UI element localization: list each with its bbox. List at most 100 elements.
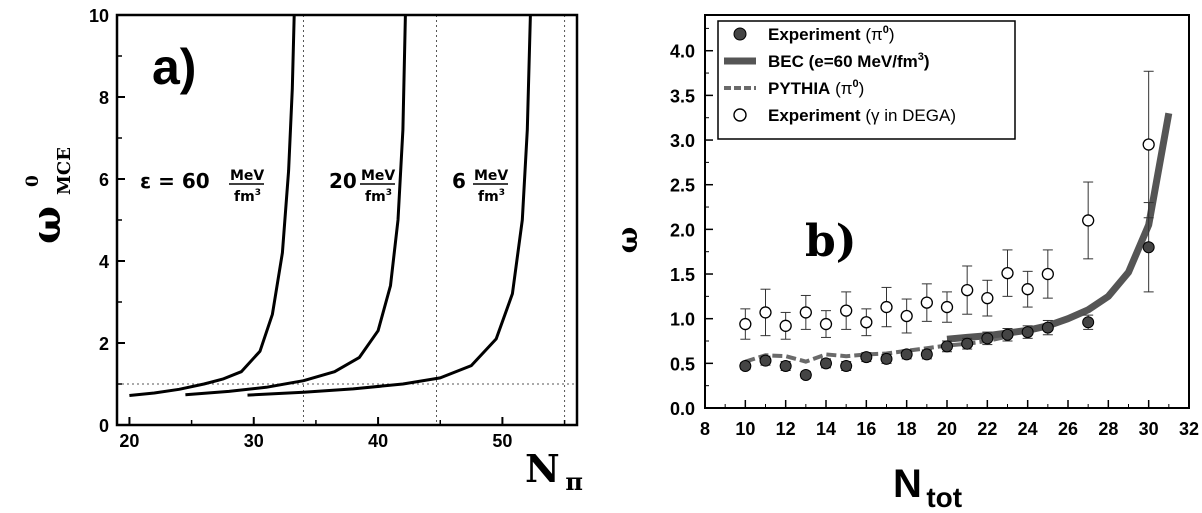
b-legend-sym-exp-pi0 [733,27,747,41]
svg-text:ω: ω [23,206,70,244]
a-y-tick-label-6: 6 [99,170,109,190]
b-y-tick-label-1.5: 1.5 [670,265,695,285]
a-y-axis-label-sub: MCE [54,147,75,195]
b-y-tick-label-0.5: 0.5 [670,354,695,374]
b-x-tick-label-16: 16 [856,419,876,439]
b-gamma-point [779,319,792,332]
b-x-tick-label-18: 18 [897,419,917,439]
b-legend-label-1-name: BEC (e=60 MeV/fm [768,52,918,71]
a-curve-label-60-den: fm3 [234,188,261,205]
a-curve-label-60-den-sup: 3 [255,188,261,198]
b-legend-label-2-paren: (π [830,79,852,98]
b-gamma-point [860,316,873,329]
panel-b: 8 10 12 14 16 18 20 22 24 26 28 30 320.00.51.01.52.0… [611,14,1199,513]
b-gamma-point [920,296,933,309]
a-curve-label-60-num: MeV [230,168,264,184]
b-gamma-point [940,300,954,314]
b-x-axis-label-main: N [893,462,922,506]
b-y-tick-label-4: 4.0 [670,42,695,62]
a-curves [129,14,532,397]
b-legend: Experiment (π0) BEC (e=60 MeV/fm3) PYTHIA … [717,20,1016,140]
b-x-tick-label-28: 28 [1098,419,1118,439]
a-curve-label-6-prefix: 6 [452,169,466,193]
b-x-tick-label-24: 24 [1018,419,1038,439]
b-legend-label-0-close: ) [889,25,895,44]
b-legend-sym-exp-gamma [733,108,747,122]
b-x-tick-label-30: 30 [1139,419,1159,439]
b-x-tick-label-10: 10 [735,419,755,439]
b-x-tick-label-26: 26 [1058,419,1078,439]
b-gamma-point [1021,283,1034,296]
a-curve-label-60-den-text: fm [234,189,255,205]
a-curve-label-20-num: MeV [361,168,395,184]
a-y-tick-label-2: 2 [99,334,109,354]
b-pi0-point [1001,328,1014,341]
a-curve-label-20-den-sup: 3 [386,188,392,198]
b-legend-label-1-sup: 3 [918,51,924,63]
b-legend-label-0-paren: (π [861,25,883,44]
b-gamma-point [759,306,772,319]
b-pi0-point [961,337,974,350]
b-pi0-point [920,348,933,361]
a-y-axis-label-sup: 0 [23,175,43,187]
a-y-tick-label-8: 8 [99,88,109,108]
b-pi0-point [900,348,913,361]
b-pi0-point [981,332,994,345]
a-x-tick-label-30: 30 [244,431,264,451]
b-bec-line [946,112,1173,343]
a-y-tick-label-10: 10 [89,6,109,26]
b-pi0-point [759,354,772,367]
a-curve-1 [185,14,407,397]
a-y-axis-label-main: ω [23,206,70,244]
b-gamma-point [1142,138,1155,151]
b-x-axis-label: N tot [893,462,962,513]
b-x-axis-label-sub: tot [926,482,962,513]
b-gamma-point [739,317,752,331]
a-x-axis-label-main: N [525,446,560,491]
a-curve-label-20-prefix: 20 [329,169,357,193]
b-gamma-point [880,300,893,314]
a-curve-label-6-den-sup: 3 [499,188,505,198]
b-legend-label-3-paren: (γ in DEGA [861,106,951,125]
a-curve-label-20-den-text: fm [365,189,386,205]
a-reference-lines [117,15,577,425]
b-gamma-point [1041,267,1054,281]
b-pi0-point [1021,326,1034,339]
a-curve-label-20: 20 MeV fm3 [329,168,395,205]
b-legend-label-1: BEC (e=60 MeV/fm3) [768,51,930,71]
a-curve-2 [247,14,532,397]
b-x-tick-label-14: 14 [816,419,836,439]
b-gamma-point [799,306,812,319]
a-ticks: 20 30 40 50 0 2 4 6 8 10 [89,6,566,451]
b-gamma-point [1001,266,1014,280]
b-pi0-point [941,340,953,353]
b-pi0-point [880,352,893,365]
b-pi0-point [860,351,873,364]
a-y-tick-label-4: 4 [99,252,109,272]
b-pi0-point [840,360,853,373]
b-pi0-point [1142,241,1155,254]
a-x-axis-label-sub: π [565,467,583,496]
a-curve-label-6-den: fm3 [478,188,505,205]
a-curve-label-6-num: MeV [474,168,508,184]
b-y-tick-label-0: 0.0 [670,399,695,419]
b-legend-label-2: PYTHIA (π0) [768,78,864,98]
b-y-tick-label-3: 3.0 [670,131,695,151]
b-x-tick-label-8: 8 [700,419,710,439]
b-y-tick-label-2: 2.0 [670,220,695,240]
b-gamma-point [819,317,833,331]
a-y-axis-label: ω MCE 0 [23,147,75,244]
a-curve-label-60: ε = 60 MeV fm3 [140,168,264,205]
b-gamma-point [900,309,913,323]
b-gamma-point [981,291,994,305]
b-legend-label-2-name: PYTHIA [768,79,830,98]
b-legend-label-0: Experiment (π0) [768,24,895,44]
b-y-tick-label-3.5: 3.5 [670,86,695,106]
a-curve-label-6: 6 MeV fm3 [452,168,508,205]
b-pi0-point [779,360,792,373]
b-legend-label-0-name: Experiment [768,25,861,44]
b-pi0-point [1082,316,1095,329]
a-curve-0 [129,14,296,397]
b-legend-label-3: Experiment (γ in DEGA) [768,106,956,125]
